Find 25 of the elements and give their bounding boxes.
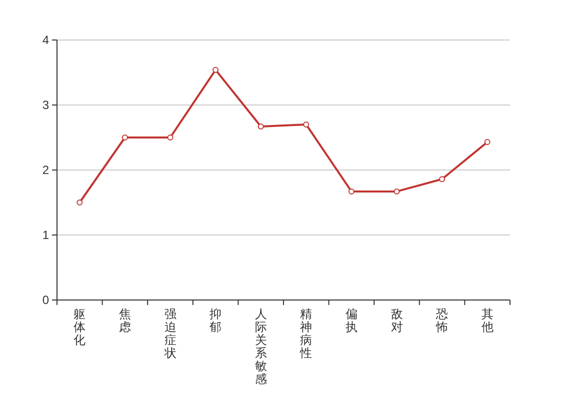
x-tick-label: 躯体化 [74,307,86,347]
point [303,122,310,128]
x-tick-label: 焦虑 [118,307,131,334]
point [258,123,264,130]
point [394,188,400,194]
x-tick-label: 偏执 [345,307,358,334]
x-tick-label: 精神病性 [299,307,312,360]
y-tick-label: 1 [42,228,50,242]
x-tick-label: 强迫症状 [163,307,176,360]
x-tick-label: 敌对 [390,307,403,334]
point [348,188,354,194]
y-tick-label: 0 [42,293,50,307]
y-tick-label: 3 [42,98,50,112]
point [76,200,83,206]
x-tick-label: 抑郁 [210,307,222,334]
point [122,134,128,140]
point [167,134,174,140]
point [484,139,490,146]
y-tick-label: 4 [42,33,50,47]
y-tick-label: 2 [42,163,50,177]
point [439,176,446,182]
x-tick-label: 其他 [481,307,494,334]
x-tick-label: 恐怖 [435,307,448,334]
point [212,66,219,73]
x-tick-label: 人际关系敏感 [254,307,267,386]
